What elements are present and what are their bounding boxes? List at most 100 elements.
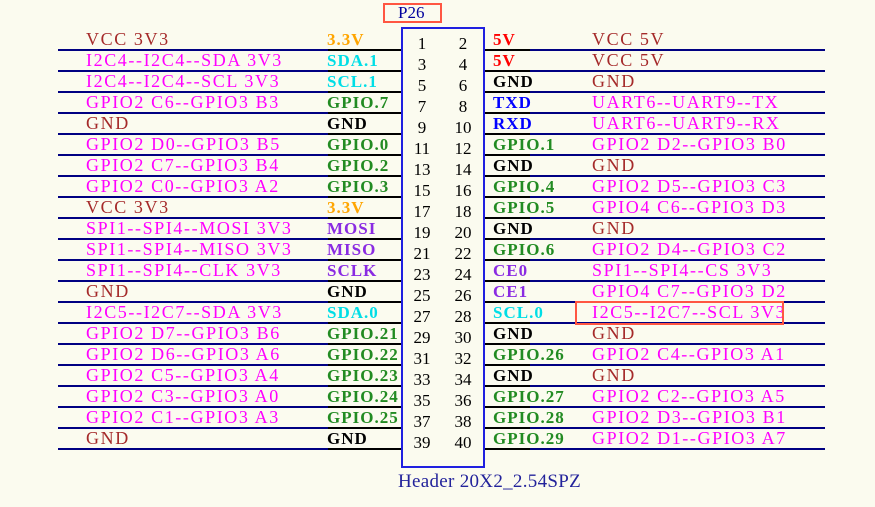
pin-name-right[interactable]: 5V [493, 51, 516, 70]
net-wire-right[interactable] [530, 364, 825, 366]
pin-number-even[interactable]: 18 [454, 202, 472, 221]
net-wire-left[interactable] [58, 364, 328, 366]
pin-stub-right[interactable] [485, 175, 530, 177]
net-name-left[interactable]: VCC 3V3 [86, 197, 170, 217]
pin-name-left[interactable]: GND [327, 114, 368, 133]
pin-number-even[interactable]: 4 [458, 55, 468, 74]
pin-name-left[interactable]: GPIO.3 [327, 177, 390, 196]
pin-name-left[interactable]: GND [327, 282, 368, 301]
pin-stub-left[interactable] [328, 49, 401, 51]
pin-name-right[interactable]: GPIO.27 [493, 387, 565, 406]
pin-stub-left[interactable] [328, 427, 401, 429]
pin-stub-right[interactable] [485, 301, 530, 303]
net-wire-right[interactable] [530, 406, 825, 408]
net-name-right[interactable]: GPIO2 C2--GPIO3 A5 [592, 386, 786, 406]
net-wire-right[interactable] [530, 238, 825, 240]
net-wire-left[interactable] [58, 343, 328, 345]
pin-name-right[interactable]: GND [493, 324, 534, 343]
pin-number-odd[interactable]: 35 [413, 391, 431, 410]
pin-stub-right[interactable] [485, 217, 530, 219]
pin-number-odd[interactable]: 17 [413, 202, 431, 221]
pin-number-odd[interactable]: 33 [413, 370, 431, 389]
net-name-left[interactable]: SPI1--SPI4--MOSI 3V3 [86, 218, 293, 238]
pin-name-right[interactable]: GND [493, 219, 534, 238]
pin-number-odd[interactable]: 5 [417, 76, 427, 95]
pin-number-odd[interactable]: 1 [417, 34, 427, 53]
pin-name-left[interactable]: MISO [327, 240, 377, 259]
pin-name-left[interactable]: GPIO.25 [327, 408, 399, 427]
pin-number-odd[interactable]: 37 [413, 412, 431, 431]
net-name-right[interactable]: I2C5--I2C7--SCL 3V3 [592, 302, 787, 322]
pin-number-odd[interactable]: 31 [413, 349, 431, 368]
pin-name-right[interactable]: GPIO.1 [493, 135, 556, 154]
net-name-left[interactable]: GPIO2 C0--GPIO3 A2 [86, 176, 280, 196]
pin-name-left[interactable]: 3.3V [327, 30, 365, 49]
net-wire-left[interactable] [58, 133, 328, 135]
pin-stub-right[interactable] [485, 364, 530, 366]
pin-stub-left[interactable] [328, 112, 401, 114]
pin-stub-left[interactable] [328, 343, 401, 345]
pin-stub-left[interactable] [328, 364, 401, 366]
pin-number-even[interactable]: 36 [454, 391, 472, 410]
pin-number-odd[interactable]: 39 [413, 433, 431, 452]
net-name-right[interactable]: VCC 5V [592, 29, 666, 49]
pin-stub-right[interactable] [485, 448, 530, 450]
pin-stub-right[interactable] [485, 70, 530, 72]
net-name-right[interactable]: GPIO4 C7--GPIO3 D2 [592, 281, 787, 301]
pin-stub-right[interactable] [485, 91, 530, 93]
pin-stub-right[interactable] [485, 133, 530, 135]
net-wire-left[interactable] [58, 301, 328, 303]
pin-stub-right[interactable] [485, 154, 530, 156]
pin-name-left[interactable]: GPIO.24 [327, 387, 399, 406]
net-name-left[interactable]: GND [86, 281, 130, 301]
pin-stub-left[interactable] [328, 280, 401, 282]
net-wire-left[interactable] [58, 385, 328, 387]
net-name-right[interactable]: UART6--UART9--RX [592, 113, 781, 133]
net-wire-right[interactable] [530, 259, 825, 261]
pin-name-left[interactable]: GPIO.0 [327, 135, 390, 154]
net-name-left[interactable]: VCC 3V3 [86, 29, 170, 49]
pin-stub-left[interactable] [328, 322, 401, 324]
net-name-left[interactable]: GPIO2 C7--GPIO3 B4 [86, 155, 280, 175]
pin-stub-right[interactable] [485, 322, 530, 324]
net-name-right[interactable]: SPI1--SPI4--CS 3V3 [592, 260, 773, 280]
net-name-right[interactable]: GPIO2 D1--GPIO3 A7 [592, 428, 787, 448]
net-name-left[interactable]: GPIO2 C3--GPIO3 A0 [86, 386, 280, 406]
net-name-right[interactable]: GND [592, 218, 636, 238]
net-wire-left[interactable] [58, 112, 328, 114]
pin-number-odd[interactable]: 9 [417, 118, 427, 137]
pin-number-even[interactable]: 16 [454, 181, 472, 200]
pin-number-odd[interactable]: 27 [413, 307, 431, 326]
net-name-left[interactable]: GPIO2 C6--GPIO3 B3 [86, 92, 280, 112]
net-name-right[interactable]: GND [592, 155, 636, 175]
pin-name-right[interactable]: GND [493, 366, 534, 385]
net-wire-right[interactable] [530, 154, 825, 156]
pin-stub-left[interactable] [328, 301, 401, 303]
pin-name-right[interactable]: GPIO.6 [493, 240, 556, 259]
net-name-right[interactable]: GND [592, 323, 636, 343]
pin-name-right[interactable]: GPIO.26 [493, 345, 565, 364]
pin-number-even[interactable]: 32 [454, 349, 472, 368]
net-wire-left[interactable] [58, 259, 328, 261]
net-wire-right[interactable] [530, 49, 825, 51]
pin-name-right[interactable]: GPIO.28 [493, 408, 565, 427]
pin-stub-left[interactable] [328, 259, 401, 261]
pin-name-left[interactable]: MOSI [327, 219, 377, 238]
pin-name-left[interactable]: GND [327, 429, 368, 448]
pin-number-even[interactable]: 22 [454, 244, 472, 263]
net-name-right[interactable]: GPIO2 D2--GPIO3 B0 [592, 134, 787, 154]
net-wire-right[interactable] [530, 133, 825, 135]
net-wire-left[interactable] [58, 175, 328, 177]
net-wire-right[interactable] [530, 427, 825, 429]
pin-number-even[interactable]: 2 [458, 34, 468, 53]
net-wire-left[interactable] [58, 154, 328, 156]
net-wire-right[interactable] [530, 448, 825, 450]
pin-number-even[interactable]: 14 [454, 160, 472, 179]
net-name-left[interactable]: GND [86, 113, 130, 133]
pin-stub-right[interactable] [485, 385, 530, 387]
net-wire-right[interactable] [530, 70, 825, 72]
net-name-right[interactable]: VCC 5V [592, 50, 666, 70]
pin-number-even[interactable]: 34 [454, 370, 472, 389]
net-name-left[interactable]: I2C5--I2C7--SDA 3V3 [86, 302, 283, 322]
pin-stub-right[interactable] [485, 280, 530, 282]
